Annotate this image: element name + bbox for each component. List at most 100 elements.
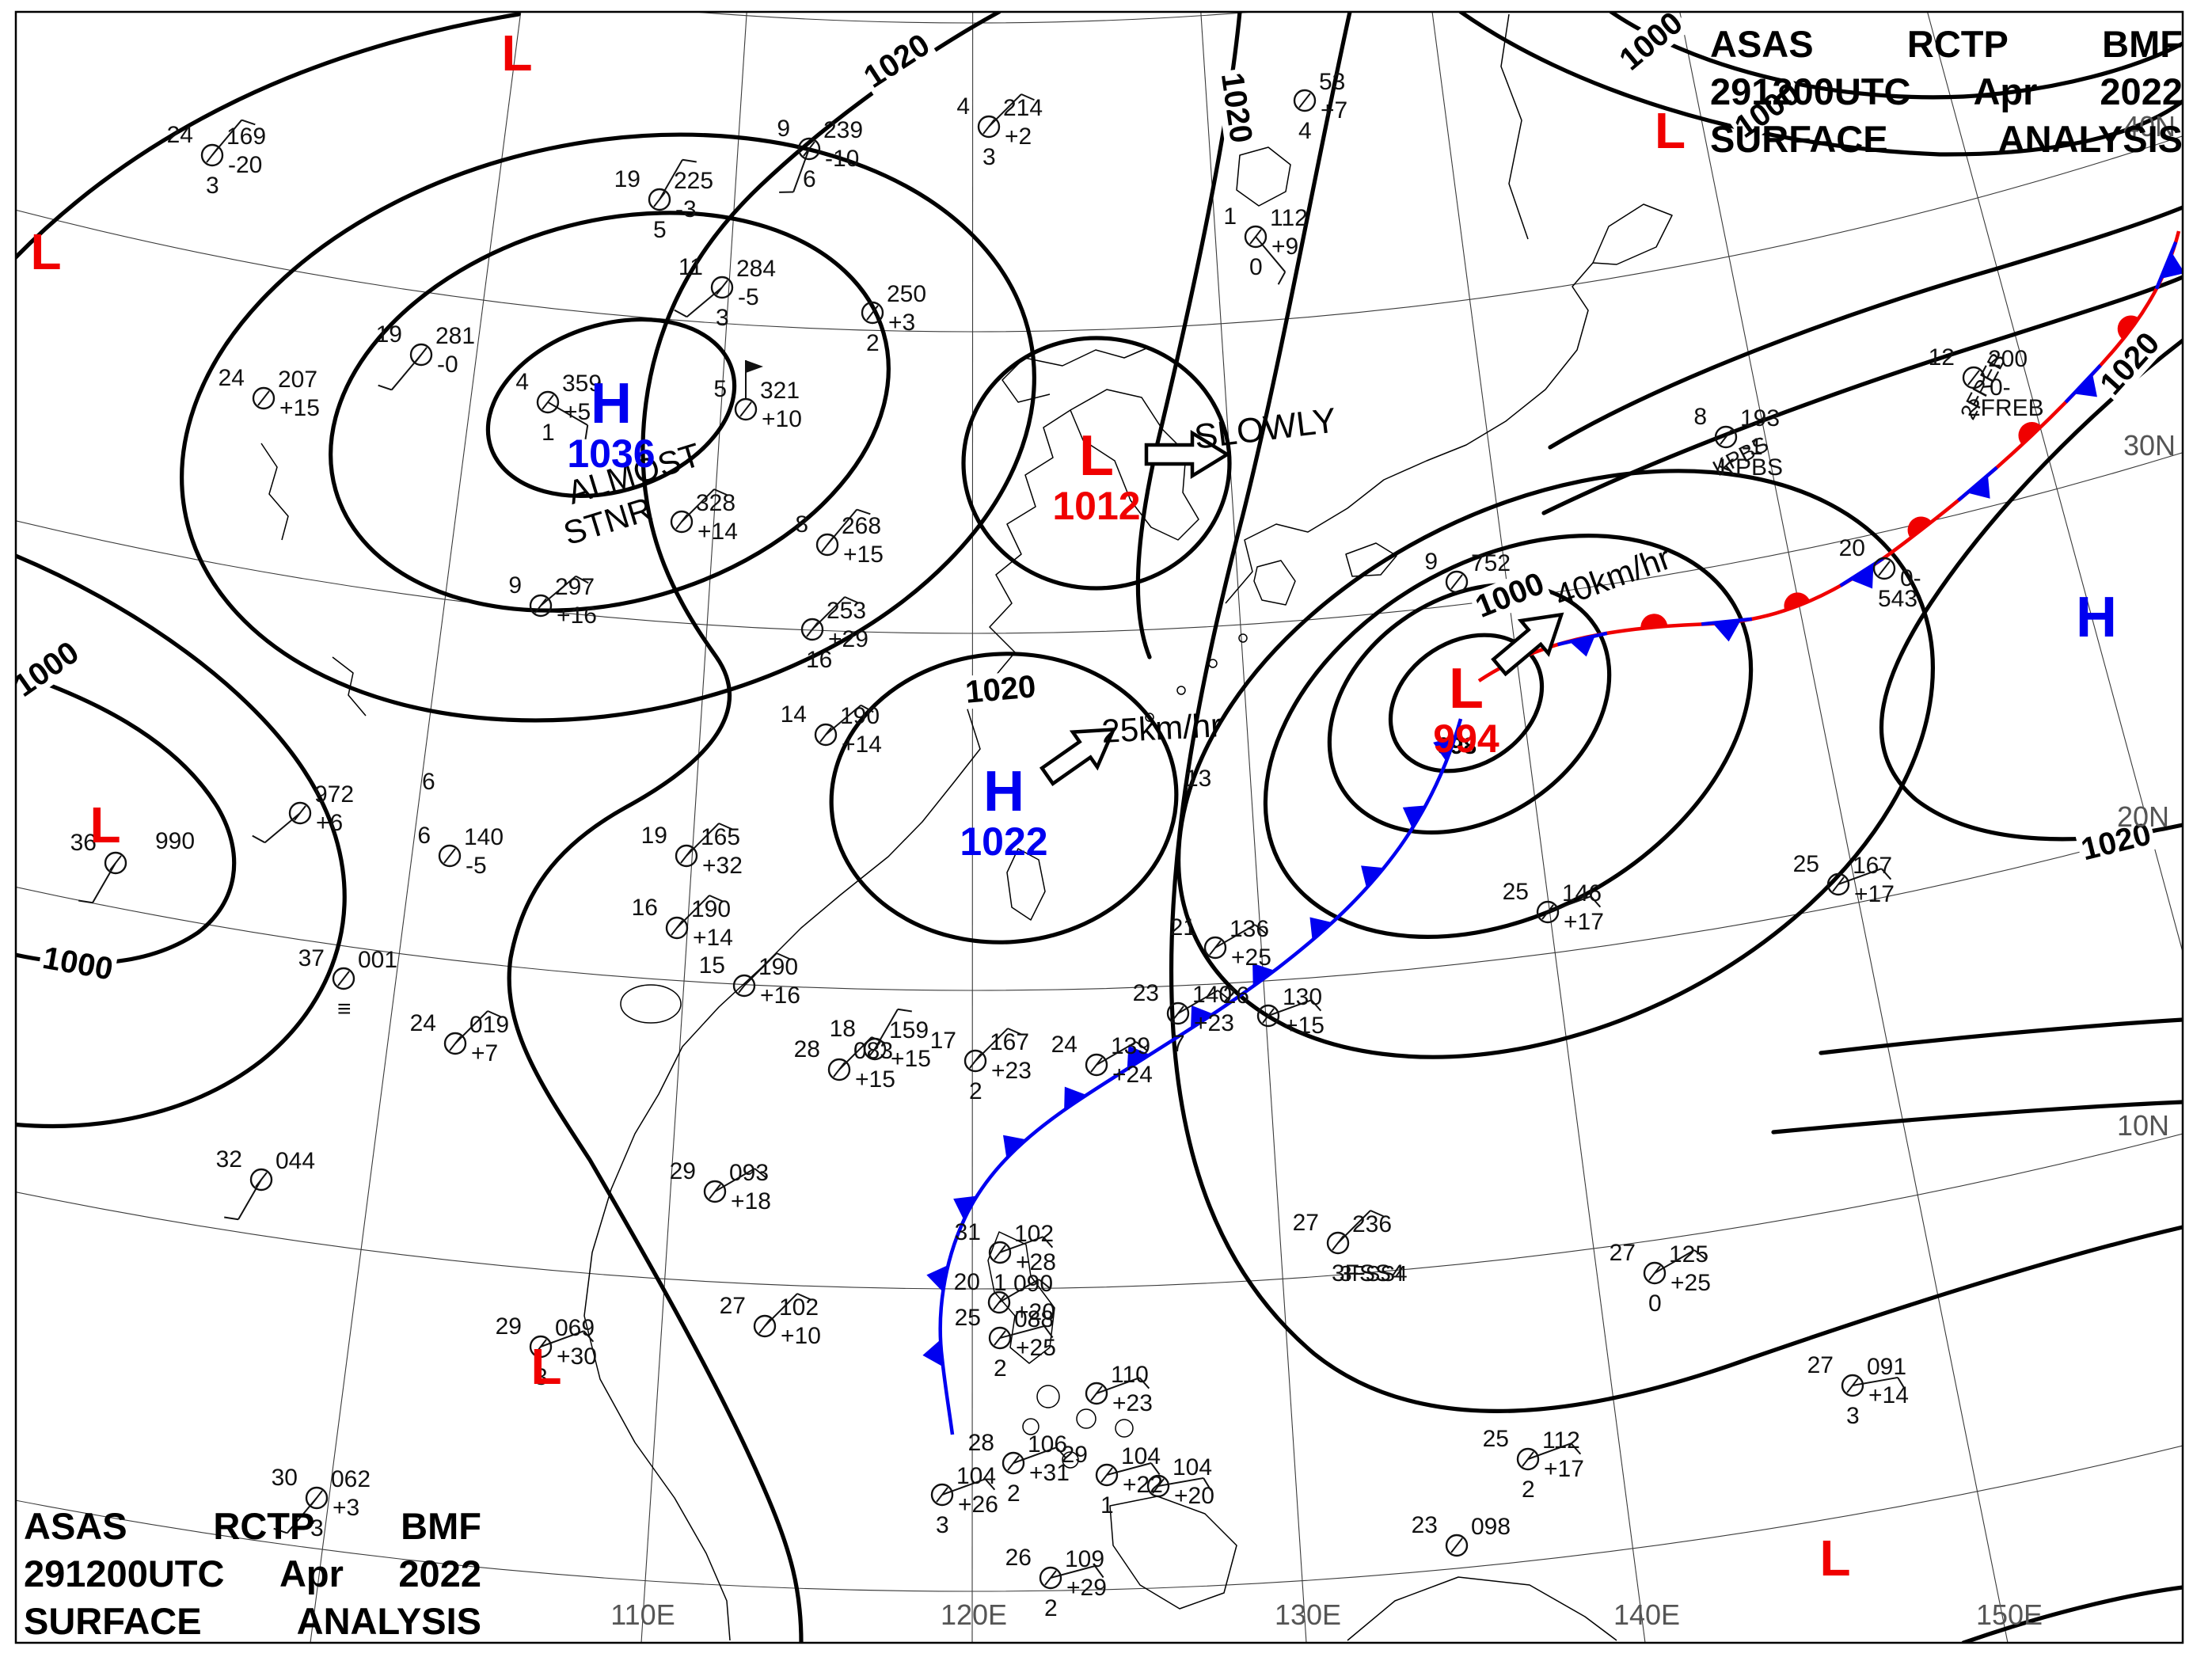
wind-barb-icon xyxy=(743,952,777,986)
station-cloud-cover-icon xyxy=(1878,561,1891,576)
wind-barb-feather-icon xyxy=(1203,1477,1212,1491)
station-cloud-cover-icon xyxy=(449,1036,462,1051)
center-pressure-value: 1036 xyxy=(567,431,655,476)
coastline-hainan xyxy=(620,984,682,1024)
warm-front-semicircle-icon xyxy=(2117,315,2139,340)
station-value: 140 xyxy=(1192,982,1232,1008)
station-plot: 27 091+14 3 xyxy=(1807,1352,1909,1429)
station-value: 31 xyxy=(955,1219,981,1245)
station-value: 297 xyxy=(555,574,595,600)
station-value: 207 xyxy=(278,367,317,393)
station-value: 112 xyxy=(1542,1427,1580,1454)
station-value: +23 xyxy=(991,1058,1032,1084)
station-value: -1 xyxy=(1742,434,1763,460)
wind-barb-feather-icon xyxy=(1880,868,1892,880)
wind-barb-feather-icon xyxy=(1590,895,1602,908)
station-value: 24 xyxy=(1051,1032,1077,1058)
wind-barb-feather-icon xyxy=(754,1168,766,1179)
station-circle-icon xyxy=(288,801,312,825)
wind-barb-feather-icon xyxy=(860,704,874,713)
map-inner: 1020102010201020102010001000100010001000… xyxy=(16,12,2183,1643)
station-circle-icon xyxy=(703,1180,727,1203)
station-circle-icon xyxy=(1826,872,1850,896)
station-circle-icon xyxy=(815,533,839,557)
station-cloud-cover-icon xyxy=(415,347,428,363)
station-circle-icon xyxy=(710,276,734,299)
wind-barb-feather-icon xyxy=(709,895,723,903)
stationary-front-blue-segment xyxy=(1701,617,1753,626)
station-value: 093 xyxy=(729,1160,769,1186)
station-value: 11 xyxy=(678,254,703,280)
wind-barb-feather-icon xyxy=(776,952,790,960)
high-symbol: H xyxy=(983,760,1024,823)
station-value: +15 xyxy=(855,1066,895,1093)
station-circle-icon xyxy=(438,844,462,868)
station-circle-icon xyxy=(1643,1261,1667,1285)
station-value: 4 xyxy=(515,369,529,395)
station-value: 2 xyxy=(1044,1595,1058,1621)
station-plot: 21 136 +25 xyxy=(1170,914,1271,971)
wind-barb-icon xyxy=(1096,1041,1137,1066)
station-value: 159 xyxy=(889,1017,929,1043)
station-value: 2FREB xyxy=(1967,395,2044,421)
station-value: 106 xyxy=(1028,1431,1067,1458)
station-value: 328 xyxy=(696,490,735,516)
station-value: 250 xyxy=(887,281,926,307)
station-cloud-cover-icon xyxy=(1209,940,1222,956)
station-value: KPBS xyxy=(1720,454,1783,481)
wind-barb-feather-icon xyxy=(1138,1377,1150,1389)
coastline xyxy=(1001,348,1147,403)
stationary-front xyxy=(1477,230,2183,682)
wind-barb-icon xyxy=(454,1010,488,1044)
station-value: +6 xyxy=(316,810,343,836)
coastline xyxy=(1253,560,1296,606)
station-plot: 9 752 xyxy=(1424,549,1511,594)
station-value: 7 xyxy=(1172,1031,1185,1057)
coastline xyxy=(260,443,289,541)
latitude-label: 20N xyxy=(2117,800,2169,833)
wind-barb-feather-icon xyxy=(1254,924,1267,935)
station-value: 26 xyxy=(1223,983,1249,1009)
wind-barb-icon xyxy=(1177,990,1218,1014)
station-value: -5 xyxy=(738,284,759,310)
wind-barb-feather-icon xyxy=(1094,1565,1104,1579)
station-value: 6 xyxy=(803,166,816,192)
station-circle-icon xyxy=(1841,1374,1864,1397)
station-value: 19 xyxy=(614,166,640,192)
wind-barb-icon xyxy=(1654,1249,1695,1274)
wind-barb-icon xyxy=(681,488,715,523)
longitude-label: 140E xyxy=(1613,1598,1680,1631)
station-value: 214 xyxy=(1003,95,1043,121)
station-plot: 6 140 -5 xyxy=(417,823,504,879)
station-plot: 8 268 +15 xyxy=(795,508,884,568)
station-cloud-cover-icon xyxy=(1450,574,1463,590)
station-value: 190 xyxy=(691,896,731,922)
station-value: 104 xyxy=(1173,1454,1212,1480)
station-value: 29 xyxy=(1062,1442,1088,1468)
station-value: +25 xyxy=(1670,1270,1711,1296)
station-value: 28 xyxy=(794,1036,820,1062)
movement-arrow-icon xyxy=(1039,728,1117,786)
station-cloud-cover-icon xyxy=(1090,1057,1103,1073)
isobar-line xyxy=(1458,12,2183,157)
wind-barb-icon xyxy=(686,287,723,318)
movement-annotation: SLOWLY xyxy=(1192,401,1339,457)
station-cloud-cover-icon xyxy=(1249,229,1262,245)
station-cloud-cover-icon xyxy=(819,727,832,743)
cold-front-triangle-icon xyxy=(1127,1045,1150,1070)
station-plot: 23 140+23 7 xyxy=(1133,980,1234,1057)
station-circle-icon xyxy=(1146,1474,1170,1498)
station-cloud-cover-icon xyxy=(534,1339,547,1355)
station-plot: 15 190 +16 xyxy=(699,952,800,1009)
title-line-datetime: 291200UTC Apr 2022 xyxy=(24,1553,481,1594)
stationary-front-blue-segment xyxy=(1957,466,1998,502)
station-plot: 31 102+28 1 xyxy=(955,1219,1056,1296)
station-circle-icon xyxy=(1326,1231,1350,1255)
station-circle-icon xyxy=(443,1032,467,1055)
station-plot: 972+6 xyxy=(252,781,354,844)
station-value: 088 xyxy=(1014,1306,1054,1332)
station-value: 543 xyxy=(1878,586,1917,612)
station-value: 200 xyxy=(1988,346,2028,372)
wind-barb-feather-icon xyxy=(871,1036,885,1044)
